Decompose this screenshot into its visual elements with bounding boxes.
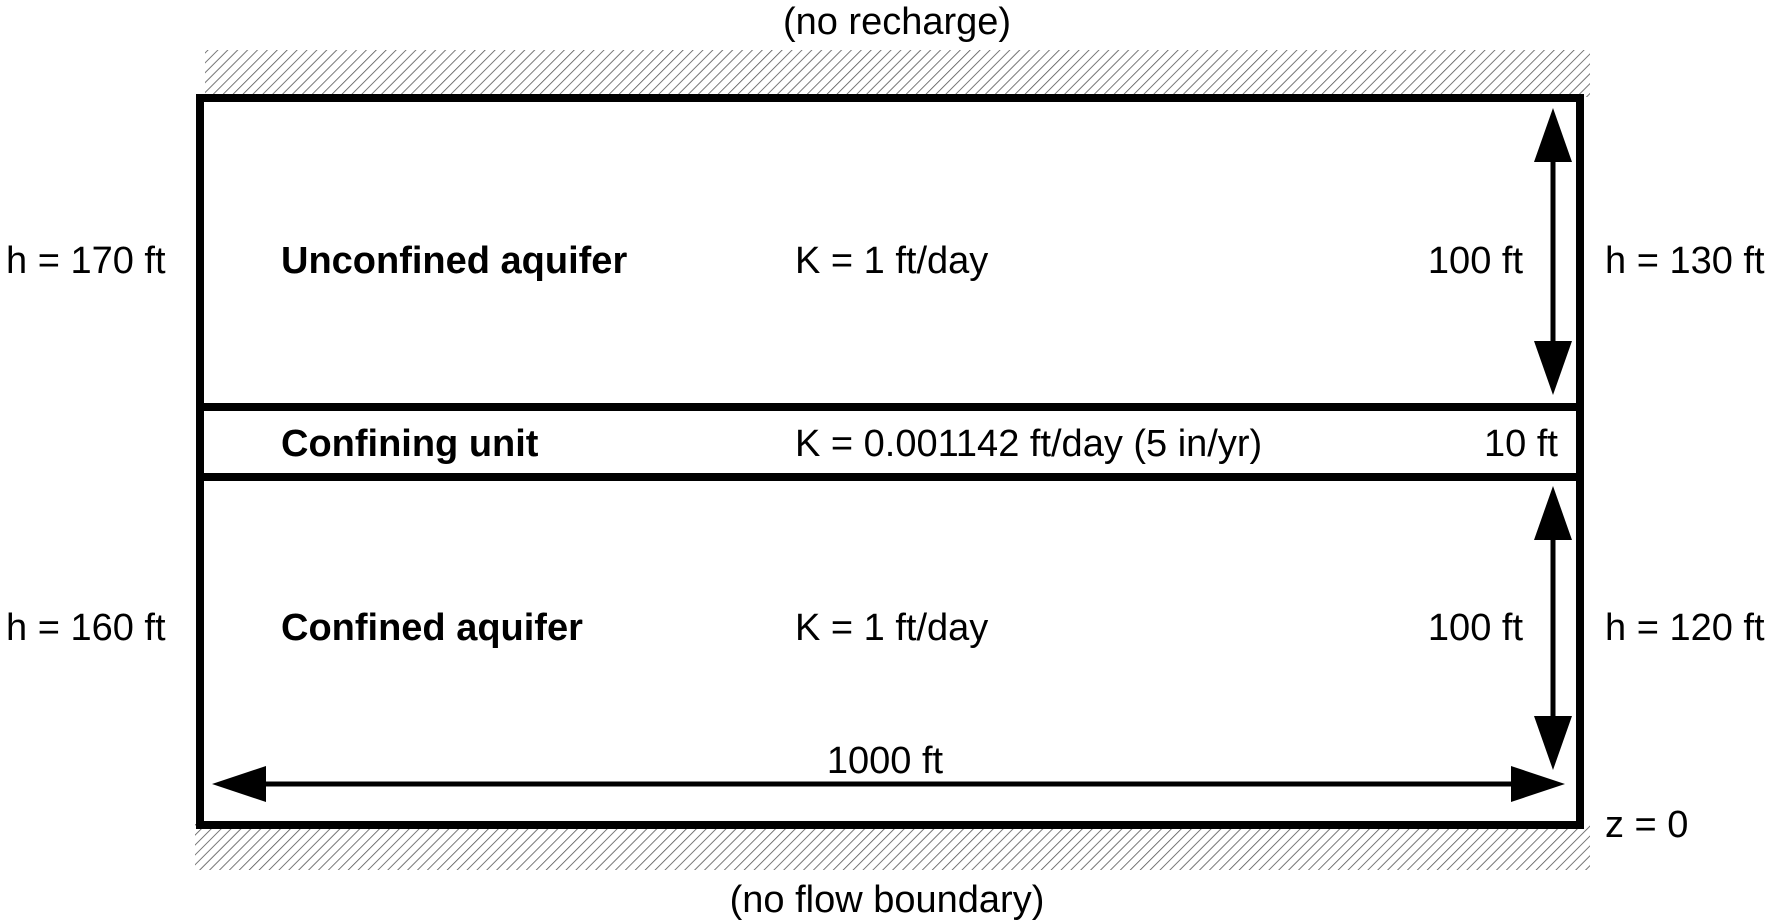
confining-unit-k: K = 0.001142 ft/day (5 in/yr) bbox=[795, 423, 1262, 465]
unconfined-aquifer-k: K = 1 ft/day bbox=[795, 240, 988, 282]
top-boundary-label: (no recharge) bbox=[783, 1, 1011, 43]
bottom-boundary-hatch bbox=[195, 824, 1590, 870]
confined-aquifer-thickness: 100 ft bbox=[1428, 607, 1524, 649]
lower-arrow-head-top bbox=[1534, 486, 1572, 540]
datum-label: z = 0 bbox=[1605, 804, 1688, 846]
confining-unit-name: Confining unit bbox=[281, 423, 539, 465]
confined-aquifer-name: Confined aquifer bbox=[281, 607, 583, 649]
lower-arrow-head-bottom bbox=[1534, 716, 1572, 770]
upper-arrow-head-bottom bbox=[1534, 341, 1572, 395]
head-upper-left: h = 170 ft bbox=[6, 240, 166, 282]
head-lower-right: h = 120 ft bbox=[1605, 607, 1765, 649]
length-label: 1000 ft bbox=[827, 740, 944, 782]
bottom-boundary-label: (no flow boundary) bbox=[730, 879, 1045, 920]
unconfined-aquifer-name: Unconfined aquifer bbox=[281, 240, 627, 282]
upper-arrow-head-top bbox=[1534, 108, 1572, 162]
length-arrow-head-right bbox=[1511, 766, 1565, 802]
confined-aquifer-k: K = 1 ft/day bbox=[795, 607, 988, 649]
unconfined-aquifer-thickness: 100 ft bbox=[1428, 240, 1524, 282]
top-boundary-hatch bbox=[205, 50, 1590, 97]
head-upper-right: h = 130 ft bbox=[1605, 240, 1765, 282]
head-lower-left: h = 160 ft bbox=[6, 607, 166, 649]
confining-unit-thickness: 10 ft bbox=[1484, 423, 1558, 465]
aquifer-box bbox=[196, 94, 1584, 829]
length-arrow-head-left bbox=[212, 766, 266, 802]
